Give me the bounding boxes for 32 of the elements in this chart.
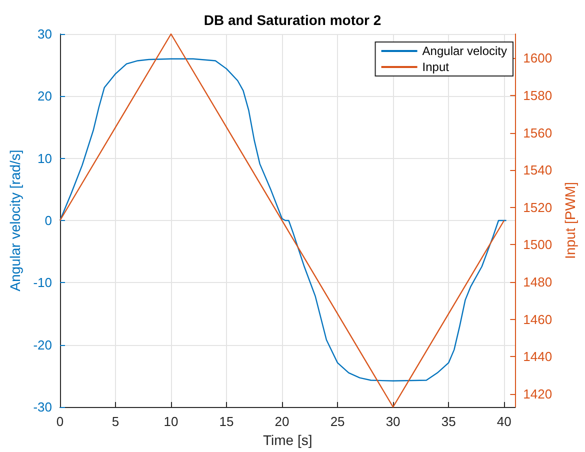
x-tick-label: 0: [56, 414, 64, 429]
x-tick-label: 5: [112, 414, 120, 429]
chart-title: DB and Saturation motor 2: [204, 12, 382, 28]
y-tick-label: -10: [33, 275, 52, 290]
y-tick-label: -20: [33, 337, 52, 352]
y2-tick-label: 1540: [523, 162, 552, 178]
legend-label: Input: [422, 60, 450, 74]
y2-tick-label: 1580: [523, 88, 552, 104]
y2-tick-label: 1500: [523, 237, 552, 252]
x-axis-title: Time [s]: [262, 432, 312, 448]
x-tick-label: 10: [164, 414, 178, 429]
x-tick-label: 15: [219, 414, 234, 429]
x-tick-label: 40: [496, 414, 512, 429]
x-tick-label: 35: [441, 414, 456, 429]
y2-tick-label: 1520: [523, 200, 552, 215]
y-tick-label: 20: [38, 88, 52, 104]
y2-tick-label: 1560: [523, 125, 552, 140]
legend-label: Angular velocity: [422, 44, 508, 58]
y-tick-label: 10: [38, 150, 52, 166]
y-axis-title: Angular velocity [rad/s]: [7, 150, 23, 292]
y-tick-label: -30: [33, 400, 52, 414]
y2-tick-label: 1440: [523, 349, 552, 364]
y2-tick-label: 1460: [523, 312, 552, 327]
x-tick-label: 20: [274, 414, 290, 429]
y-tick-label: 0: [44, 213, 52, 228]
y2-tick-label: 1480: [523, 274, 552, 290]
x-tick-label: 30: [386, 414, 400, 429]
y2-tick-label: 1420: [523, 386, 552, 402]
y-tick-label: 30: [38, 26, 52, 42]
y2-tick-label: 1600: [523, 50, 552, 66]
y2-axis-title: Input [PWM]: [562, 182, 578, 260]
x-tick-label: 25: [330, 414, 345, 429]
